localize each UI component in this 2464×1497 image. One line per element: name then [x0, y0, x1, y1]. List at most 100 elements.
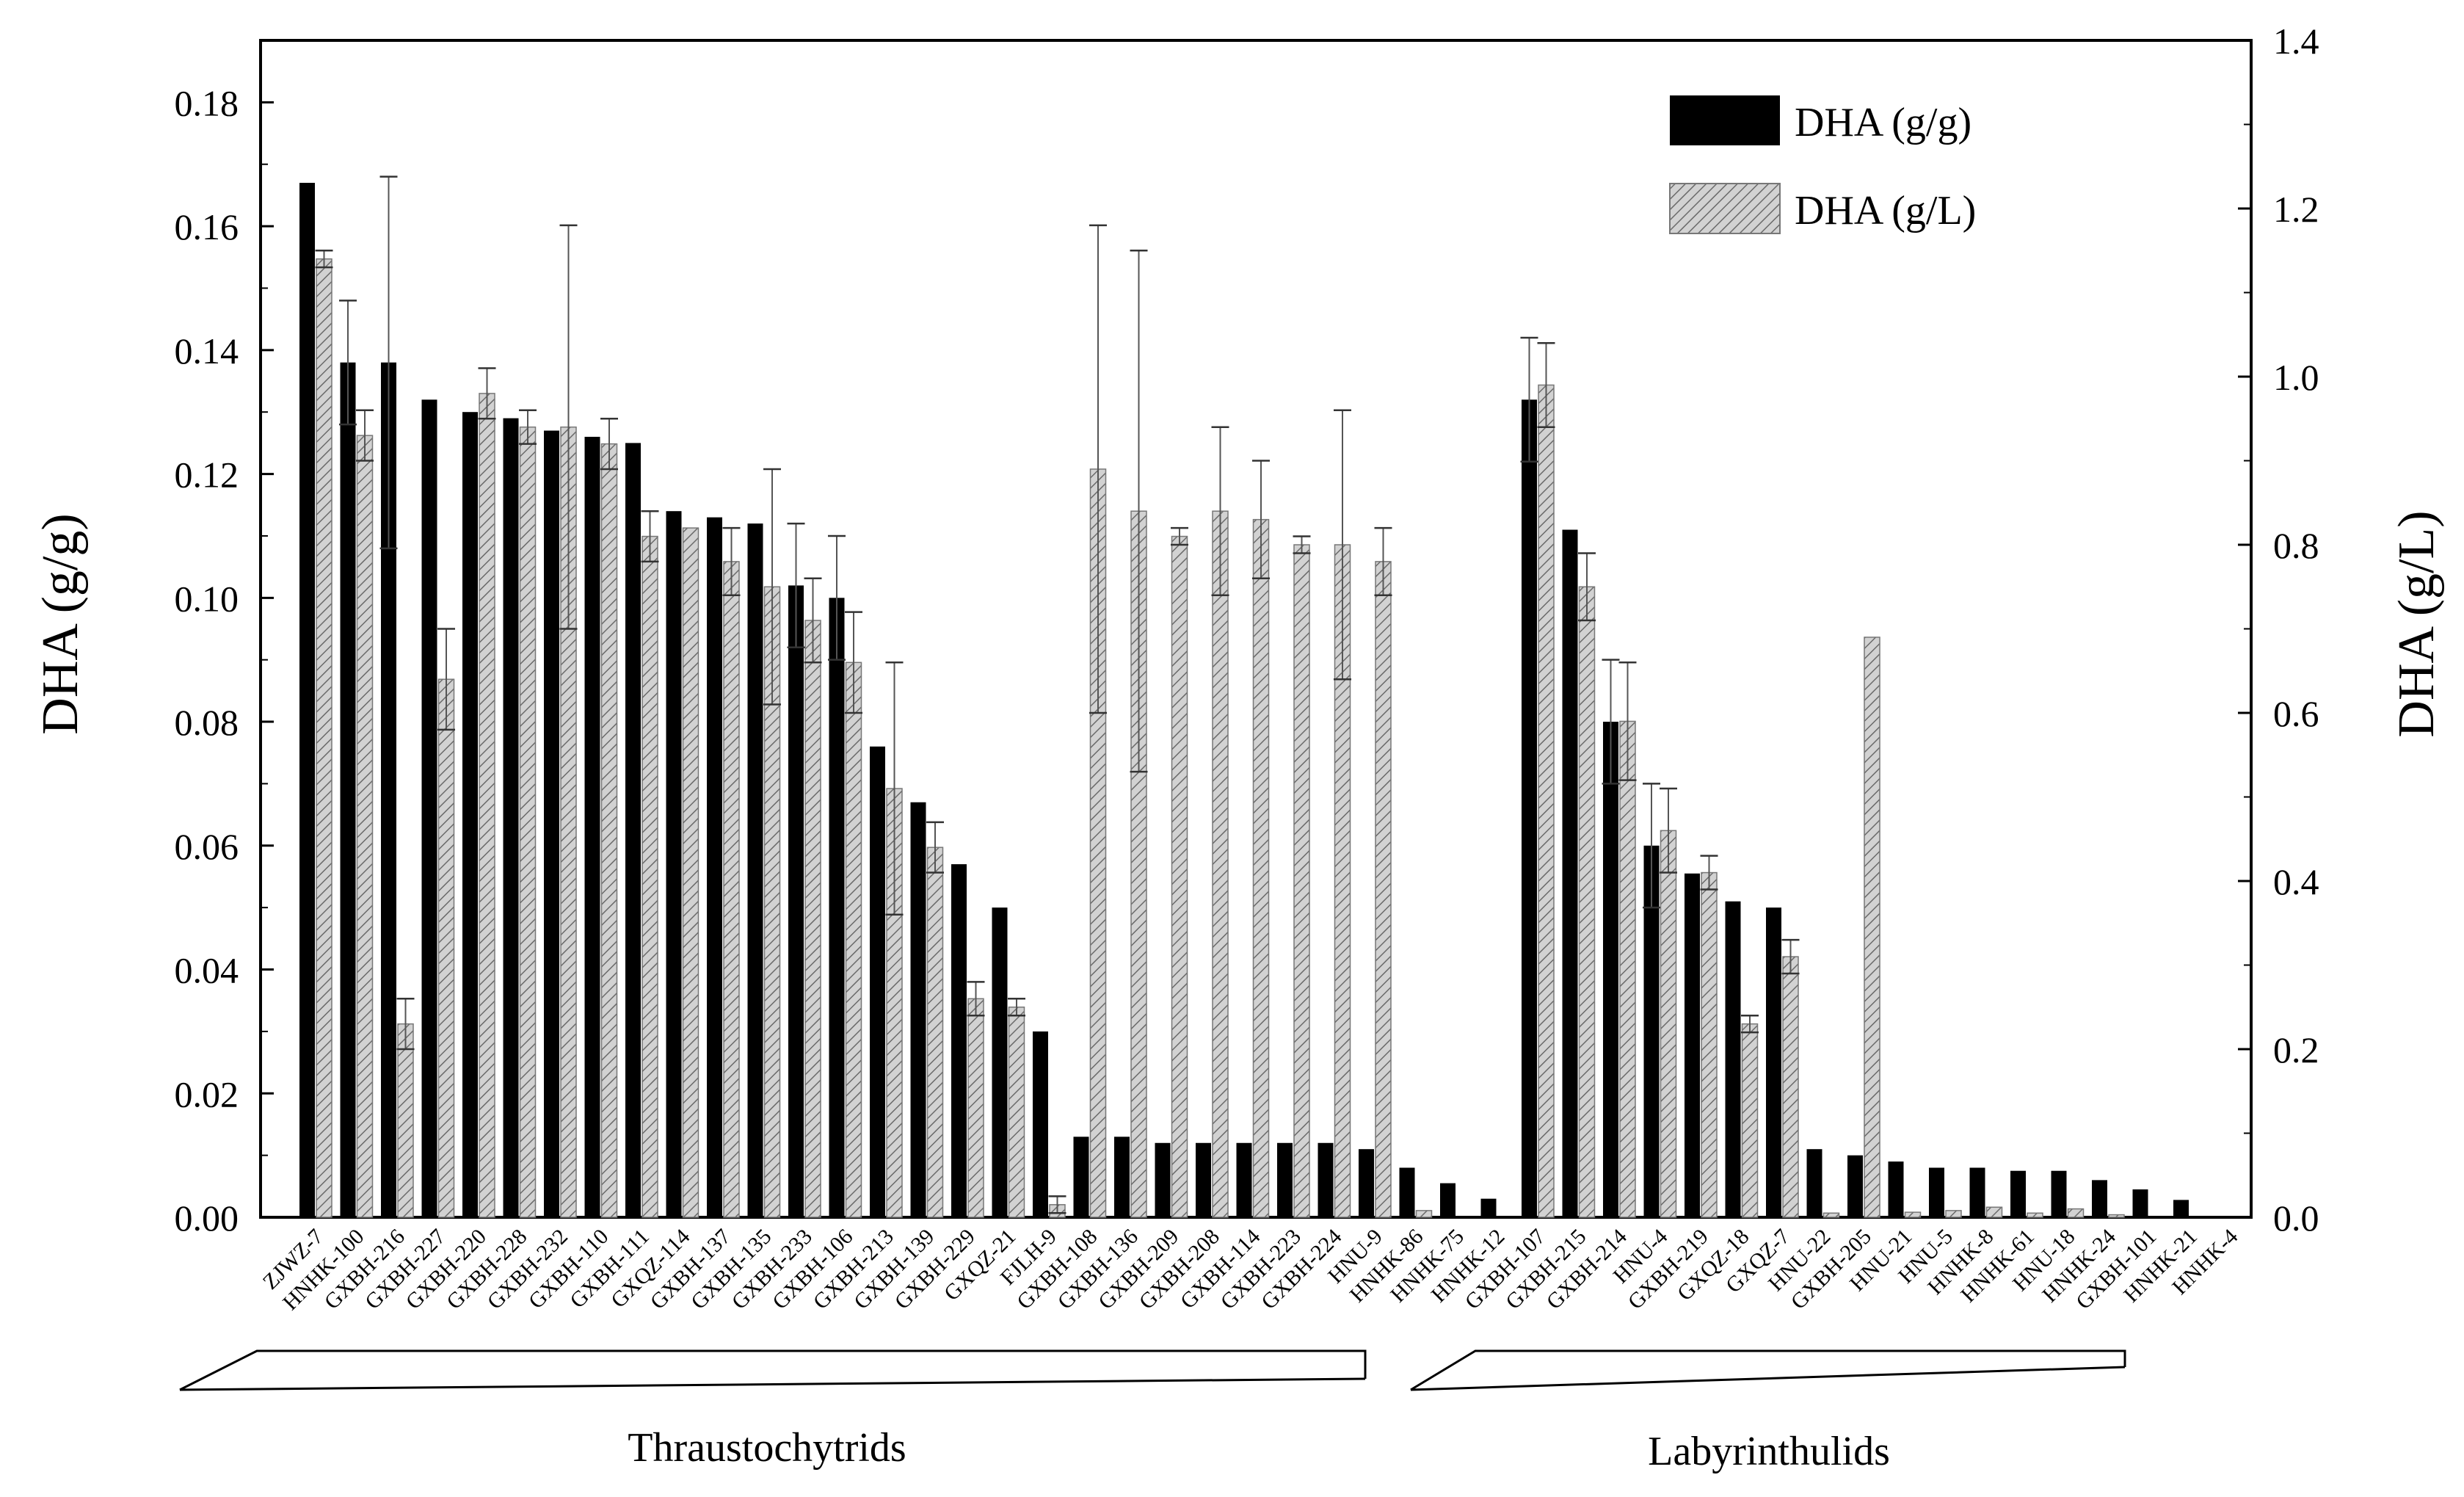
left-axis-title: DHA (g/g)	[32, 513, 89, 734]
right-tick-label-2: 0.4	[2273, 861, 2319, 902]
bar-gl-13	[845, 661, 862, 1218]
bar-gg-21	[1155, 1142, 1171, 1217]
bar-gg-4	[462, 412, 478, 1218]
left-tick-label-9: 0.18	[175, 82, 239, 123]
bar-gl-15	[926, 847, 944, 1218]
bar-gg-10	[707, 517, 722, 1217]
bar-gl-7	[600, 443, 618, 1218]
bar-gl-37	[1822, 1212, 1840, 1218]
bar-gl-12	[804, 620, 821, 1218]
bar-gg-44	[2092, 1180, 2107, 1217]
bar-gl-35	[1741, 1023, 1759, 1218]
error-bars	[315, 175, 1800, 1214]
bar-gl-30	[1538, 384, 1555, 1218]
right-axis-ticks: 0.0 0.2 0.4 0.6 0.8 1.0 1.2 1.4	[2238, 21, 2319, 1239]
bar-gl-3	[437, 678, 455, 1218]
bar-gl-21	[1171, 535, 1188, 1218]
bar-gg-31	[1562, 529, 1578, 1217]
bar-gg-28	[1440, 1183, 1455, 1217]
bar-gg-19	[1073, 1137, 1089, 1217]
left-tick-label-2: 0.04	[175, 950, 239, 991]
bar-gg-14	[870, 746, 885, 1217]
bar-gl-8	[642, 535, 658, 1218]
bar-gl-1	[356, 435, 374, 1218]
bar-gg-16	[951, 864, 967, 1217]
bar-gg-3	[421, 399, 437, 1217]
bar-gg-36	[1766, 907, 1781, 1217]
group-brackets: Thraustochytrids Labyrinthulids	[179, 1349, 2126, 1474]
legend-swatch-gl	[1669, 183, 1781, 234]
bracket-thraustochytrids-top	[179, 1349, 1367, 1391]
bracket-labyrinthulids-bottom	[1410, 1366, 2126, 1391]
bar-gl-2	[397, 1023, 414, 1218]
bar-gl-38	[1864, 637, 1880, 1218]
bar-gl-10	[723, 561, 740, 1218]
right-tick-label-6: 1.2	[2273, 189, 2319, 230]
bar-gg-7	[584, 436, 600, 1217]
bar-marks	[299, 183, 2189, 1218]
bar-gg-42	[2010, 1170, 2026, 1217]
bracket-labyrinthulids-top	[1410, 1349, 2126, 1391]
bar-gl-24	[1293, 544, 1310, 1218]
bar-gl-31	[1578, 586, 1596, 1218]
right-tick-label-4: 0.8	[2273, 525, 2319, 566]
bar-gg-5	[503, 418, 519, 1217]
left-tick-label-5: 0.10	[175, 578, 239, 619]
left-axis-ticks: 0.00 0.02 0.04 0.06 0.08 0.10 0.12 0.14 0.16 0.18	[175, 82, 274, 1239]
bar-gg-40	[1929, 1167, 1944, 1217]
bar-gl-27	[1415, 1210, 1433, 1218]
bar-gl-39	[1904, 1211, 1922, 1218]
right-tick-label-3: 0.6	[2273, 693, 2319, 734]
bar-gg-33	[1643, 845, 1660, 1217]
bar-gg-22	[1196, 1142, 1211, 1217]
bar-gg-2	[381, 362, 396, 1217]
left-tick-label-6: 0.12	[175, 454, 239, 496]
right-tick-label-5: 1.0	[2273, 357, 2319, 398]
bar-gl-26	[1375, 561, 1392, 1218]
right-tick-label-0: 0.0	[2273, 1197, 2319, 1239]
bar-gg-27	[1399, 1167, 1415, 1217]
bar-gg-24	[1277, 1142, 1293, 1217]
bar-gg-37	[1806, 1149, 1822, 1217]
bar-gl-4	[479, 393, 495, 1218]
bar-gg-30	[1522, 399, 1537, 1217]
left-tick-label-1: 0.02	[175, 1073, 239, 1114]
bar-gg-9	[666, 511, 682, 1217]
bar-gl-17	[1008, 1007, 1025, 1218]
group-label-labyrinthulids: Labyrinthulids	[1648, 1429, 1890, 1474]
category-labels: ZJWZ-7HNHK-100GXBH-216GXBH-227GXBH-220GX…	[258, 1225, 2243, 1316]
bar-gl-44	[2108, 1214, 2125, 1218]
bar-gg-1	[340, 362, 356, 1217]
bar-gg-46	[2173, 1200, 2189, 1217]
bar-gg-6	[544, 430, 559, 1218]
bar-gg-15	[910, 802, 926, 1217]
bar-gl-33	[1660, 830, 1677, 1218]
bar-gg-41	[1969, 1167, 1985, 1217]
bar-gg-0	[299, 183, 315, 1217]
bar-gg-18	[1033, 1031, 1048, 1217]
bar-gg-43	[2051, 1170, 2067, 1217]
bar-gg-23	[1236, 1142, 1252, 1217]
bar-gl-36	[1782, 956, 1799, 1218]
left-tick-label-8: 0.16	[175, 206, 239, 247]
bar-gl-5	[519, 426, 537, 1218]
right-tick-label-1: 0.2	[2273, 1029, 2319, 1070]
legend-label-gg: DHA (g/g)	[1795, 100, 1971, 145]
right-tick-label-7: 1.4	[2273, 21, 2319, 62]
legend-swatch-gg	[1670, 95, 1780, 145]
bar-gl-41	[1985, 1206, 2003, 1218]
left-tick-label-0: 0.00	[175, 1197, 239, 1239]
left-tick-label-3: 0.06	[175, 826, 239, 867]
bar-gg-38	[1847, 1155, 1863, 1217]
bar-gg-35	[1725, 901, 1741, 1217]
right-axis-title: DHA (g/L)	[2388, 510, 2445, 737]
legend-label-gl: DHA (g/L)	[1795, 188, 1976, 233]
bar-gg-26	[1359, 1149, 1374, 1217]
left-tick-label-7: 0.14	[175, 330, 239, 371]
bar-gg-11	[747, 523, 763, 1217]
bar-gl-23	[1252, 518, 1270, 1218]
bar-gg-8	[625, 443, 641, 1217]
bar-gg-12	[788, 585, 804, 1217]
bar-gl-16	[967, 998, 984, 1218]
bar-gg-32	[1603, 722, 1618, 1217]
